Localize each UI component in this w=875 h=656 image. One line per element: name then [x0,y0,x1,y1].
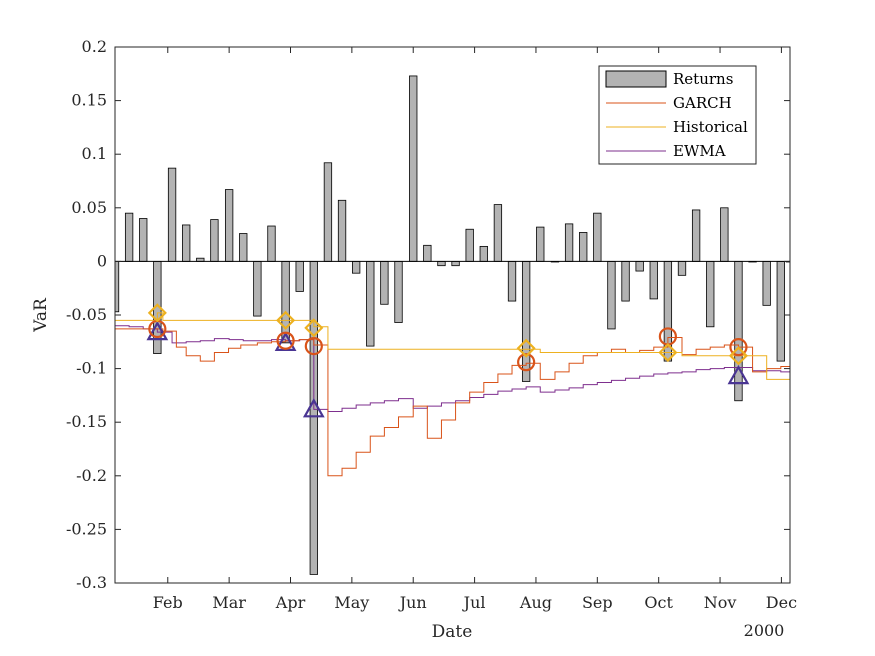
ewma-exceedance-marker [302,398,325,418]
historical-exceedance-marker [658,342,678,363]
return-bar [281,260,290,344]
axes [114,46,791,584]
y-tick-label: 0.1 [82,144,107,163]
x-tick-label: Jul [462,593,486,612]
y-tick-label: -0.3 [76,573,107,592]
y-tick-label: -0.25 [66,519,107,538]
x-tick-label: Dec [766,593,797,612]
return-bar [451,260,460,267]
return-bar [579,232,588,262]
return-bar [607,260,616,330]
y-axis-label: VaR [31,297,51,333]
garch-exceedance-marker [517,353,536,372]
historical-exceedance-marker [276,310,296,330]
legend-ewma-label: EWMA [673,142,726,160]
return-bar [564,223,574,262]
y-tick-label: 0.05 [71,198,107,217]
return-bar [394,260,403,323]
return-bar [167,167,177,262]
x-tick-label: Oct [644,593,673,612]
garch-exceedance-marker [729,338,748,357]
return-bar [309,260,318,575]
return-bar [593,212,602,262]
x-tick-label: Mar [212,593,246,612]
return-bar [139,218,148,262]
historical-exceedance-marker [516,338,536,358]
return-bar [507,260,517,302]
x-axis-label: Date [432,622,473,642]
x-tick-label: Apr [275,593,306,612]
y-tick-label: -0.05 [66,305,107,324]
return-bar [337,199,347,262]
return-bar [677,260,687,276]
legend-garch-label: GARCH [673,94,732,112]
return-bar [635,260,644,272]
x-tick-label: Aug [519,593,552,612]
y-tick-label: 0.2 [82,37,107,56]
x-tick-label: Nov [704,593,737,612]
return-bar [352,260,361,274]
ewma-exceedance-marker [727,364,750,385]
y-tick-labels: -0.3 -0.25 -0.2 -0.15 -0.1 -0.05 0 0.05 0.1 0.15 0… [66,37,107,592]
x-axis-year-label: 2000 [744,621,785,640]
return-bar [366,260,375,347]
garch-line [115,328,791,477]
return-bar [124,212,134,262]
historical-exceedance-marker [728,346,749,366]
historical-exceedance-marker [304,318,324,338]
garch-exceedance-marker [276,331,295,350]
y-tick-label: -0.15 [66,412,107,431]
legend: Returns GARCH Historical EWMA [598,65,757,165]
return-bar [691,209,701,262]
return-bar [267,225,276,262]
return-bar [776,260,785,362]
y-tick-label: 0 [97,251,107,270]
return-bar [323,162,333,262]
exceedance-markers [146,303,750,418]
x-tick-label: Sep [582,593,613,612]
return-bar [479,245,488,262]
x-tick-label: Jun [398,593,427,612]
return-bar [437,260,446,267]
y-tick-label: -0.1 [76,359,107,378]
y-tick-label: -0.2 [76,466,107,485]
return-bar [465,228,474,262]
return-bar [409,75,418,262]
historical-exceedance-marker [147,303,167,323]
return-bar [380,260,389,305]
return-bar [762,260,771,306]
legend-returns-label: Returns [673,70,733,88]
return-bar [239,233,248,262]
return-bar [210,219,219,262]
return-bar [720,207,729,262]
return-bar [734,260,743,402]
return-bar [423,244,432,262]
legend-historical-label: Historical [673,118,748,136]
return-bar [649,260,658,300]
return-bar [621,260,630,302]
ewma-exceedance-marker [146,320,169,341]
garch-exceedance-marker [304,336,323,356]
return-bar [224,189,234,262]
x-tick-label: May [334,593,369,612]
legend-returns-swatch [605,70,667,88]
x-tick-label: Feb [153,593,183,612]
return-bar [295,260,304,292]
return-bar [493,204,503,262]
return-bar [253,260,262,317]
y-tick-label: 0.15 [71,91,107,110]
return-bar [706,260,715,328]
ewma-exceedance-marker [274,331,297,351]
return-bar [536,226,545,262]
x-tick-labels: Feb Mar Apr May Jun Jul Aug Sep Oct Nov Dec [153,593,797,612]
return-bar [114,260,120,313]
return-bar [182,224,191,262]
